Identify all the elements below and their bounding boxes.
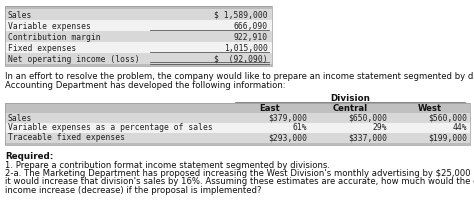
Text: Variable expenses: Variable expenses [8, 21, 91, 30]
Text: Sales: Sales [8, 11, 32, 20]
Text: Required:: Required: [5, 152, 54, 161]
Text: 2-a. The Marketing Department has proposed increasing the West Division's monthl: 2-a. The Marketing Department has propos… [5, 169, 474, 178]
Text: Traceable fixed expenses: Traceable fixed expenses [8, 133, 125, 143]
Text: 922,910: 922,910 [234, 33, 268, 41]
Bar [5, 53, 272, 64]
Text: $293,000: $293,000 [268, 133, 307, 143]
Text: Net operating income (loss): Net operating income (loss) [8, 55, 140, 63]
Bar [5, 133, 470, 143]
Bar [5, 6, 272, 9]
Bar [5, 103, 470, 145]
Bar [5, 103, 470, 113]
Text: $379,000: $379,000 [268, 114, 307, 123]
Bar [5, 31, 272, 42]
Text: $199,000: $199,000 [428, 133, 467, 143]
Text: 1,015,000: 1,015,000 [224, 43, 268, 53]
Text: West: West [418, 103, 442, 112]
Text: Variable expenses as a percentage of sales: Variable expenses as a percentage of sal… [8, 124, 213, 132]
Text: Fixed expenses: Fixed expenses [8, 43, 76, 53]
Text: Contribution margin: Contribution margin [8, 33, 100, 41]
Text: 666,090: 666,090 [234, 21, 268, 30]
Text: 61%: 61% [292, 124, 307, 132]
Bar [5, 113, 470, 123]
Bar [5, 42, 272, 53]
Text: Central: Central [332, 103, 367, 112]
Text: $337,000: $337,000 [348, 133, 387, 143]
Text: 29%: 29% [373, 124, 387, 132]
Bar [5, 123, 470, 133]
Text: $ 1,589,000: $ 1,589,000 [214, 11, 268, 20]
Text: 44%: 44% [452, 124, 467, 132]
Text: $560,000: $560,000 [428, 114, 467, 123]
Text: In an effort to resolve the problem, the company would like to prepare an income: In an effort to resolve the problem, the… [5, 72, 474, 81]
Bar [5, 20, 272, 31]
Text: income increase (decrease) if the proposal is implemented?: income increase (decrease) if the propos… [5, 186, 262, 195]
Text: $  (92,090): $ (92,090) [214, 55, 268, 63]
Text: East: East [260, 103, 281, 112]
Bar [5, 9, 272, 20]
Bar [5, 143, 470, 145]
Bar [5, 64, 272, 66]
Text: it would increase that division's sales by 16%. Assuming these estimates are acc: it would increase that division's sales … [5, 178, 474, 186]
Text: $650,000: $650,000 [348, 114, 387, 123]
Text: 1. Prepare a contribution format income statement segmented by divisions.: 1. Prepare a contribution format income … [5, 160, 330, 170]
Text: Division: Division [330, 94, 370, 103]
Text: Sales: Sales [8, 114, 32, 123]
Bar [5, 6, 272, 66]
Text: Accounting Department has developed the following information:: Accounting Department has developed the … [5, 81, 285, 90]
